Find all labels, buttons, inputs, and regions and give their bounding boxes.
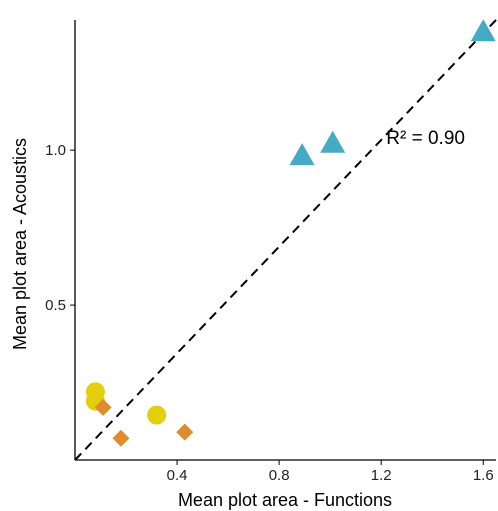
triangle-point <box>289 143 315 166</box>
triangle-point <box>470 19 496 42</box>
x-axis-title: Mean plot area - Functions <box>178 490 392 510</box>
x-tick-label: 1.6 <box>473 467 494 484</box>
x-tick-label: 0.8 <box>269 467 290 484</box>
x-tick-label: 1.2 <box>371 467 392 484</box>
diamond-point <box>176 423 194 441</box>
reference-line-dashed <box>74 19 497 461</box>
diamond-point <box>94 398 112 416</box>
y-tick-label: 1.0 <box>45 142 66 159</box>
diamond-point <box>112 429 130 447</box>
r-squared-annotation: R² = 0.90 <box>386 128 465 149</box>
circle-point <box>147 405 167 425</box>
triangle-point <box>320 130 346 153</box>
x-tick-label: 0.4 <box>167 467 188 484</box>
y-tick-label: 0.5 <box>45 297 66 314</box>
y-axis-title: Mean plot area - Acoustics <box>10 138 30 350</box>
